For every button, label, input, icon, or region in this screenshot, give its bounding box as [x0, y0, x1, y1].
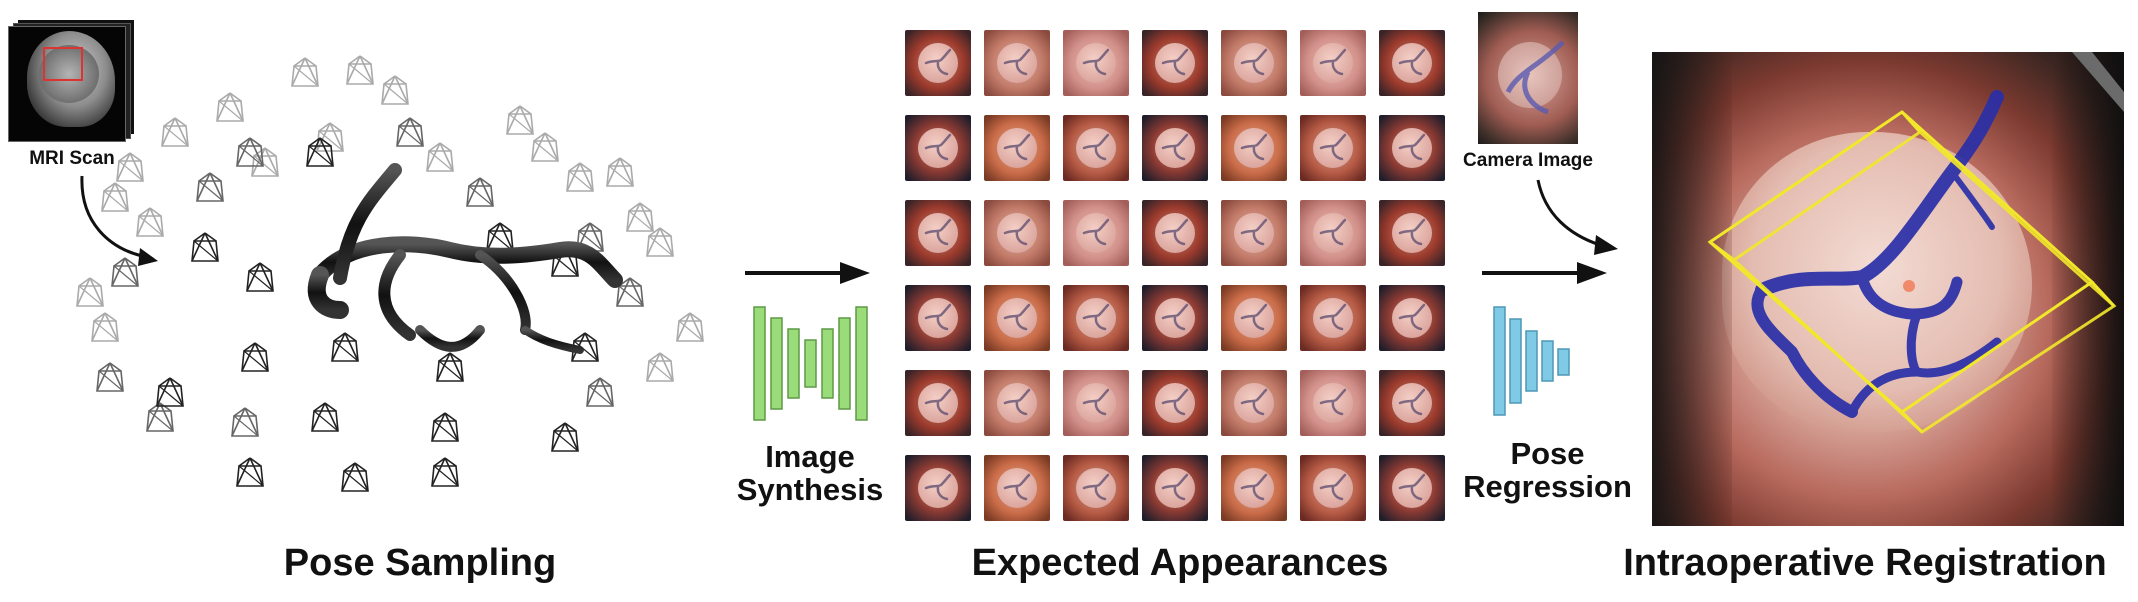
appearance-tile	[1063, 370, 1129, 436]
appearance-tile	[1379, 285, 1445, 351]
arrow-to-registration	[1482, 262, 1607, 284]
appearance-tile	[1300, 370, 1366, 436]
mri-scan-label: MRI Scan	[29, 148, 115, 169]
regression-network-icon	[1493, 306, 1570, 416]
appearance-tile	[1379, 115, 1445, 181]
synthesis-network-icon	[753, 306, 868, 421]
intraoperative-registration-title: Intraoperative Registration	[1623, 542, 2107, 584]
appearance-tile	[1221, 200, 1287, 266]
expected-appearances-grid	[905, 30, 1445, 530]
appearance-tile	[1142, 455, 1208, 521]
appearance-tile	[1142, 370, 1208, 436]
intraoperative-view	[1652, 52, 2124, 526]
mri-slice-image	[8, 26, 126, 142]
appearance-tile	[1063, 115, 1129, 181]
image-synthesis-label: Image Synthesis	[736, 439, 884, 507]
appearance-tile	[1221, 455, 1287, 521]
appearance-tile	[905, 455, 971, 521]
expected-appearances-title: Expected Appearances	[971, 542, 1389, 584]
appearance-tile	[1221, 115, 1287, 181]
appearance-tile	[1379, 200, 1445, 266]
appearance-tile	[1142, 115, 1208, 181]
appearance-tile	[984, 30, 1050, 96]
vessel-model-3d	[307, 163, 623, 354]
appearance-tile	[1300, 455, 1366, 521]
mri-arrow	[80, 175, 158, 266]
appearance-tile	[1379, 455, 1445, 521]
camera-image-label: Camera Image	[1463, 150, 1593, 171]
appearance-tile	[1379, 30, 1445, 96]
appearance-tile	[905, 200, 971, 266]
appearance-tile	[1142, 200, 1208, 266]
pose-sampling-title: Pose Sampling	[283, 542, 557, 584]
appearance-tile	[984, 370, 1050, 436]
appearance-tile	[1063, 285, 1129, 351]
appearance-tile	[1142, 285, 1208, 351]
camera-image-thumbnail	[1478, 12, 1578, 144]
appearance-tile	[984, 285, 1050, 351]
appearance-tile	[1300, 285, 1366, 351]
pose-sampling-panel: MRI Scan	[0, 0, 720, 602]
appearance-tile	[984, 115, 1050, 181]
appearance-tile	[1379, 370, 1445, 436]
appearance-tile	[1063, 30, 1129, 96]
appearance-tile	[1221, 285, 1287, 351]
appearance-tile	[1300, 200, 1366, 266]
appearance-tile	[1300, 30, 1366, 96]
camera-arrow	[1536, 179, 1618, 255]
appearance-tile	[984, 200, 1050, 266]
appearance-tile	[1300, 115, 1366, 181]
appearance-tile	[1063, 455, 1129, 521]
appearance-tile	[984, 455, 1050, 521]
appearance-tile	[905, 285, 971, 351]
region-of-interest-box	[43, 47, 83, 81]
appearance-tile	[905, 115, 971, 181]
appearance-tile	[905, 30, 971, 96]
mri-stack	[8, 20, 134, 142]
appearance-tile	[905, 370, 971, 436]
pose-regression-label: Pose Regression	[1463, 436, 1632, 504]
arrow-to-synthesis	[745, 262, 870, 284]
appearance-tile	[1063, 200, 1129, 266]
appearance-tile	[1221, 30, 1287, 96]
appearance-tile	[1221, 370, 1287, 436]
appearance-tile	[1142, 30, 1208, 96]
